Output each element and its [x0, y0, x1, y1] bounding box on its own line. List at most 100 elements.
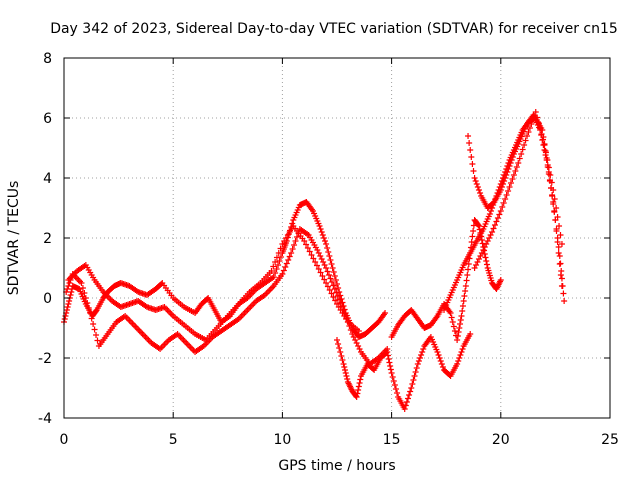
data-point	[321, 238, 328, 244]
data-point	[68, 289, 75, 295]
data-point	[289, 246, 296, 252]
data-point	[506, 184, 513, 190]
data-point	[459, 308, 466, 314]
data-point	[330, 269, 337, 275]
data-point	[537, 125, 544, 132]
data-point	[475, 256, 482, 262]
y-tick-labels: -4 -2 0 2 4 6 8	[38, 51, 52, 427]
data-point	[390, 378, 397, 384]
data-point	[272, 270, 279, 276]
data-point	[292, 238, 299, 244]
y-tick-label: 6	[43, 111, 52, 127]
data-markers	[61, 109, 568, 412]
data-point	[308, 252, 315, 258]
data-point	[323, 241, 330, 247]
data-point	[483, 241, 490, 247]
data-point	[310, 255, 317, 262]
data-point	[496, 211, 503, 218]
data-point	[516, 155, 523, 162]
data-point	[391, 382, 398, 388]
data-point	[279, 271, 286, 277]
data-point	[462, 288, 469, 294]
data-point	[454, 337, 461, 343]
series-track-4	[334, 331, 474, 412]
data-point	[557, 232, 564, 238]
series-track-3	[65, 223, 362, 343]
data-point	[90, 321, 97, 327]
x-tick-label: 5	[169, 432, 178, 448]
data-point	[456, 355, 463, 361]
data-point	[328, 261, 335, 267]
data-point	[497, 187, 504, 193]
data-point	[468, 154, 475, 160]
data-point	[526, 125, 533, 131]
data-point	[450, 323, 457, 330]
data-point	[487, 232, 494, 238]
data-point	[326, 253, 333, 259]
data-point	[482, 254, 489, 261]
data-point	[317, 226, 324, 232]
data-point	[538, 131, 545, 137]
data-point	[534, 114, 541, 121]
data-point	[320, 259, 327, 265]
series-track-5	[388, 217, 504, 343]
data-point	[288, 250, 295, 256]
data-point	[394, 390, 401, 396]
data-point	[434, 349, 441, 355]
data-point	[319, 232, 326, 238]
data-point	[529, 117, 536, 123]
data-point	[454, 333, 461, 339]
data-point	[340, 361, 347, 367]
data-point	[66, 298, 73, 304]
data-point	[409, 381, 416, 387]
data-point	[480, 247, 487, 253]
data-point	[63, 307, 70, 313]
data-point	[506, 163, 513, 169]
data-point	[327, 257, 334, 263]
data-point	[437, 358, 444, 364]
data-point	[329, 265, 336, 271]
data-point	[61, 316, 68, 322]
data-point	[490, 225, 497, 232]
data-point	[473, 262, 480, 268]
data-point	[419, 349, 426, 355]
data-point	[270, 274, 277, 280]
series-track-8	[471, 109, 565, 271]
data-point	[555, 244, 562, 250]
data-point	[458, 313, 465, 319]
data-point	[518, 151, 525, 157]
data-point	[412, 369, 419, 375]
data-point	[313, 262, 320, 269]
data-point	[501, 178, 508, 184]
data-point	[62, 313, 69, 319]
data-point	[460, 298, 467, 304]
data-point	[471, 175, 478, 181]
data-point	[554, 235, 561, 241]
data-point	[503, 192, 510, 198]
x-axis-label: GPS time / hours	[278, 458, 395, 474]
data-point	[93, 332, 100, 338]
data-point	[321, 262, 328, 268]
data-point	[301, 238, 308, 244]
data-point	[401, 406, 408, 412]
data-point	[85, 305, 92, 311]
data-point	[328, 290, 335, 297]
data-point	[512, 168, 519, 174]
data-point	[556, 253, 563, 259]
data-point	[318, 256, 325, 262]
data-point	[548, 179, 555, 186]
data-point	[456, 325, 463, 331]
data-point	[408, 385, 415, 391]
data-point	[535, 120, 542, 126]
data-point	[407, 388, 414, 395]
data-point	[558, 241, 565, 247]
data-point	[330, 294, 337, 300]
axis-ticks	[63, 57, 611, 419]
data-point	[473, 181, 480, 187]
data-point	[389, 374, 396, 380]
x-tick-label: 15	[383, 432, 401, 448]
data-point	[384, 349, 391, 355]
data-point	[293, 234, 300, 240]
data-point	[277, 245, 284, 252]
data-point	[474, 259, 481, 265]
